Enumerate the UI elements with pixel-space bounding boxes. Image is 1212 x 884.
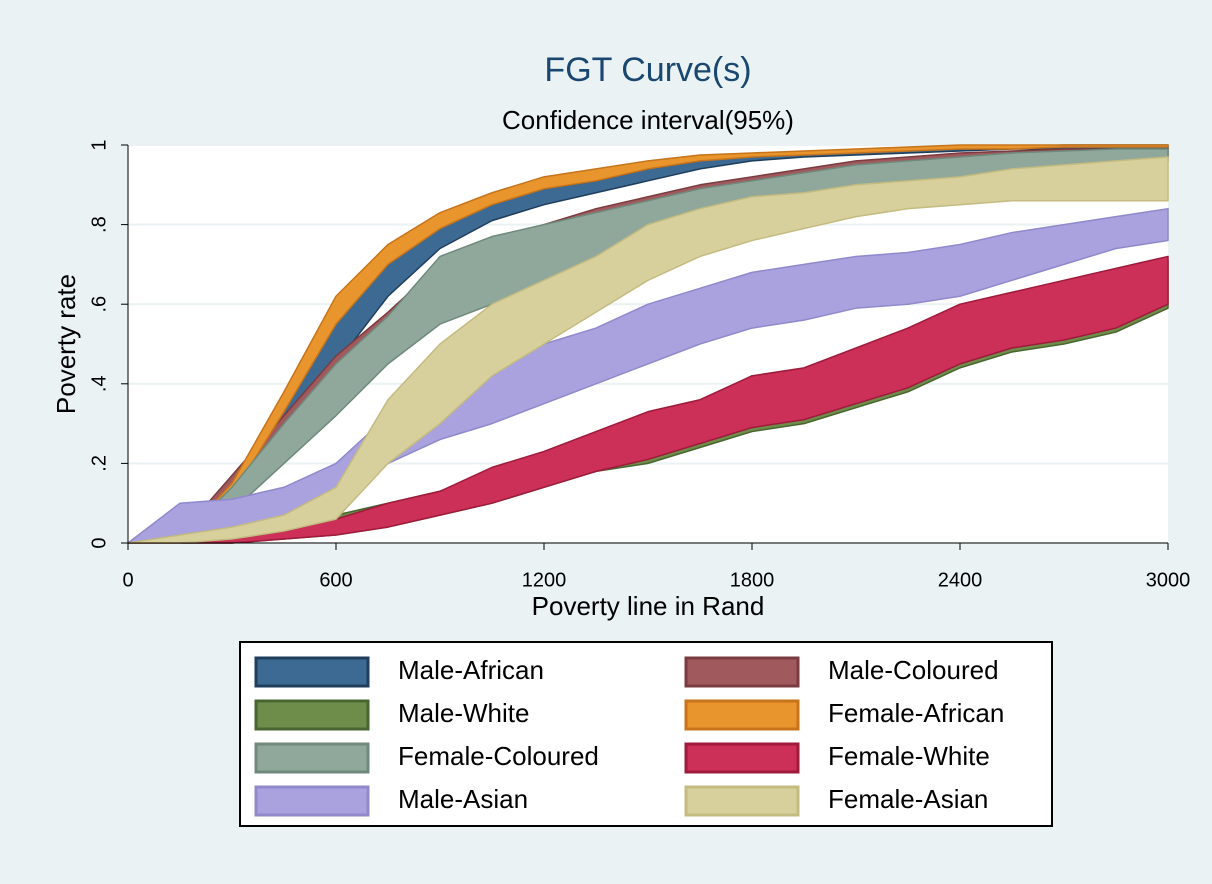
legend-swatch: [254, 699, 370, 731]
x-tick-label: 1800: [730, 569, 775, 591]
chart-title: FGT Curve(s): [544, 51, 751, 89]
legend: [239, 641, 1053, 827]
legend-label: Female-Asian: [828, 784, 988, 814]
y-tick-label: .6: [88, 296, 110, 313]
ci-band: [127, 255, 1169, 544]
legend-swatch: [684, 699, 800, 731]
y-tick-label: .8: [88, 216, 110, 233]
legend-label: Female-White: [828, 741, 990, 771]
legend-label: Female-Coloured: [398, 741, 599, 771]
legend-label: Male-Asian: [398, 784, 528, 814]
y-axis-title: Poverty rate: [51, 274, 81, 414]
x-tick-label: 2400: [938, 569, 983, 591]
legend-swatch: [684, 742, 800, 774]
legend-label: Male-Coloured: [828, 655, 999, 685]
legend-swatch: [684, 656, 800, 688]
legend-swatch: [254, 742, 370, 774]
ci-band: [127, 144, 1169, 544]
x-axis-title: Poverty line in Rand: [532, 591, 765, 621]
chart-subtitle: Confidence interval(95%): [502, 105, 794, 135]
legend-label: Male-African: [398, 655, 544, 685]
y-tick-label: .4: [88, 375, 110, 392]
x-tick-label: 1200: [522, 569, 567, 591]
y-tick-label: 0: [88, 537, 110, 548]
ci-band: [127, 156, 1169, 544]
y-tick-label: .2: [88, 455, 110, 472]
legend-swatch: [684, 785, 800, 817]
legend-label: Male-White: [398, 698, 529, 728]
bands: [127, 144, 1169, 544]
legend-swatch: [254, 656, 370, 688]
x-tick-label: 600: [319, 569, 352, 591]
y-tick-label: 1: [88, 139, 110, 150]
x-tick-label: 0: [122, 569, 133, 591]
x-tick-label: 3000: [1146, 569, 1191, 591]
legend-label: Female-African: [828, 698, 1004, 728]
legend-swatch: [254, 785, 370, 817]
